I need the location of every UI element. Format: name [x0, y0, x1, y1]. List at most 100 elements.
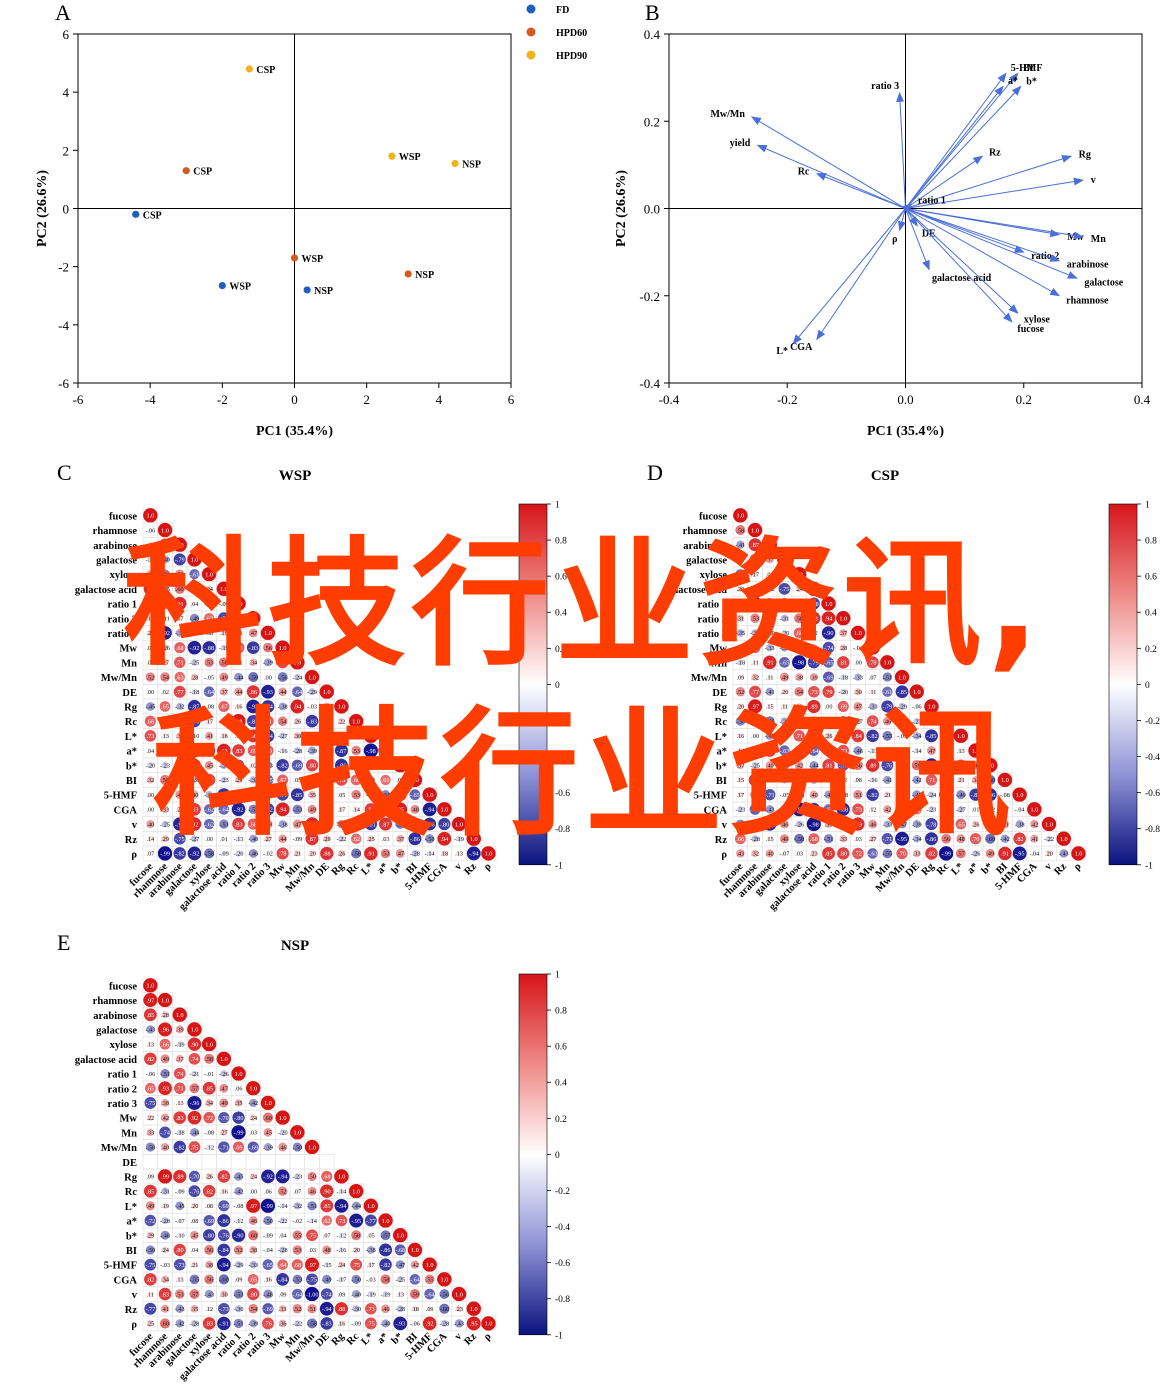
correlation-value: .74 [869, 718, 877, 725]
correlation-circle [451, 1286, 467, 1302]
correlation-value: .60 [264, 1115, 272, 1122]
correlation-value: -.71 [882, 836, 892, 843]
correlation-circle [381, 761, 390, 770]
correlation-value: .85 [323, 1203, 331, 1210]
correlation-value: -.09 [219, 601, 229, 608]
correlation-value: -.62 [322, 792, 332, 799]
correlation-value: -.32 [780, 777, 790, 784]
correlation-value: -.26 [794, 821, 804, 828]
correlation-circle [279, 747, 286, 754]
correlation-value: .07 [869, 674, 877, 681]
correlation-circle [840, 777, 846, 783]
correlation-circle [189, 1289, 200, 1300]
correlation-circle [381, 1304, 390, 1314]
data-point [388, 152, 396, 160]
correlation-circle [956, 790, 966, 800]
correlation-value: -.42 [912, 777, 922, 784]
correlation-circle [928, 717, 935, 725]
correlation-circle [869, 747, 876, 754]
correlation-circle [998, 846, 1012, 861]
correlation-circle [363, 728, 379, 744]
correlation-circle [307, 1318, 318, 1329]
correlation-value: .31 [736, 615, 744, 622]
correlation-circle [957, 805, 965, 813]
correlation-circle [838, 716, 849, 727]
correlation-value: .79 [839, 821, 847, 828]
correlation-value: .32 [751, 851, 759, 858]
correlation-circle [246, 611, 261, 626]
correlation-value: .88 [323, 851, 331, 858]
correlation-value: .38 [161, 1100, 169, 1107]
correlation-value: -.55 [882, 851, 892, 858]
correlation-value: .77 [751, 689, 759, 696]
correlation-circle [1056, 831, 1071, 846]
correlation-value: .97 [308, 1262, 316, 1269]
correlation-circle [822, 847, 835, 860]
colorbar-tick-label: 0.8 [1145, 537, 1157, 547]
correlation-value: .47 [176, 792, 184, 799]
correlation-circle [809, 673, 818, 682]
correlation-circle [220, 644, 227, 651]
correlation-value: .09 [279, 1291, 287, 1298]
correlation-value: -.80 [204, 1232, 214, 1239]
correlation-value: .78 [869, 660, 877, 667]
correlation-value: .09 [338, 1291, 346, 1298]
correlation-circle [955, 818, 967, 830]
correlation-circle [161, 1011, 169, 1019]
correlation-value: -.09 [219, 718, 229, 725]
correlation-value: -.76 [219, 615, 229, 622]
correlation-value: .37 [736, 762, 744, 769]
correlation-circle [752, 659, 758, 665]
correlation-circle [148, 792, 153, 797]
correlation-value: -.10 [175, 1232, 185, 1239]
correlation-circle [161, 644, 169, 652]
correlation-circle [234, 1099, 243, 1107]
correlation-circle [368, 1232, 374, 1238]
correlation-value: .49 [308, 807, 316, 814]
correlation-circle [822, 641, 835, 654]
correlation-value: -.18 [838, 674, 848, 681]
loading-label: ratio 1 [918, 195, 946, 206]
correlation-value: -.09 [175, 1188, 185, 1195]
correlation-value: -.77 [366, 1218, 376, 1225]
correlation-value: .65 [249, 1277, 257, 1284]
correlation-circle [324, 1232, 330, 1238]
correlation-value: -.21 [190, 1071, 200, 1078]
correlation-circle [912, 820, 921, 829]
correlation-circle [307, 804, 317, 814]
correlation-circle [174, 583, 185, 594]
correlation-value: 1.0 [869, 645, 877, 652]
correlation-value: .13 [323, 821, 331, 828]
correlation-circle [808, 833, 820, 845]
correlation-value: .83 [235, 821, 243, 828]
row-label: 5-HMF [104, 791, 137, 802]
correlation-value: .16 [736, 733, 744, 740]
row-label: b* [126, 761, 137, 772]
correlation-circle [912, 790, 922, 799]
correlation-value: 1.0 [396, 762, 404, 769]
correlation-value: 1.0 [426, 1262, 434, 1269]
correlation-value: .09 [781, 571, 789, 578]
correlation-circle [190, 790, 199, 799]
correlation-value: .00 [146, 807, 154, 814]
row-label: a* [717, 747, 728, 758]
correlation-circle [425, 834, 435, 844]
correlation-value: 1.0 [338, 704, 346, 711]
correlation-value: .44 [279, 689, 287, 696]
correlation-value: .77 [176, 689, 184, 696]
correlation-circle [236, 1276, 242, 1282]
correlation-circle [309, 704, 315, 709]
row-label: rhamnose [93, 526, 138, 537]
correlation-value: .34 [249, 660, 257, 667]
correlation-circle [379, 817, 393, 831]
correlation-value: .37 [220, 689, 228, 696]
correlation-value: .49 [781, 836, 789, 843]
correlation-value: -.04 [263, 1247, 273, 1254]
correlation-circle [383, 836, 388, 841]
correlation-circle [205, 1173, 213, 1180]
correlation-value: .71 [176, 1085, 184, 1092]
correlation-circle [147, 615, 153, 621]
correlation-circle [177, 1232, 183, 1238]
correlation-value: -.57 [160, 792, 170, 799]
correlation-circle [233, 1318, 244, 1329]
